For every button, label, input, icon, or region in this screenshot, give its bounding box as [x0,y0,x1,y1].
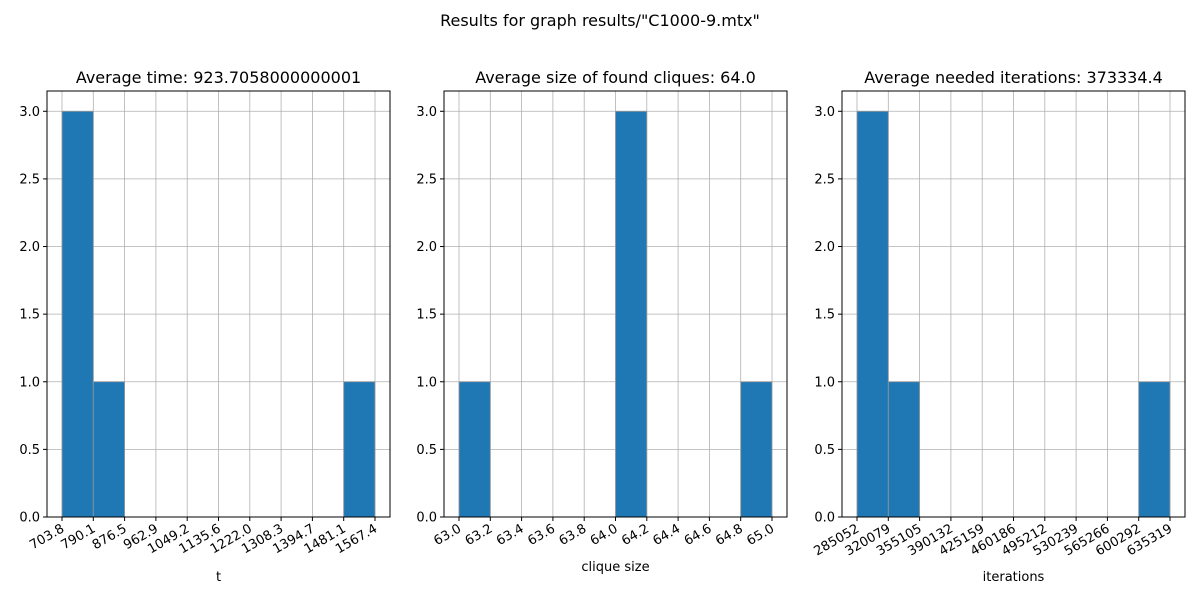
figure-title: Results for graph results/"C1000-9.mtx" [440,11,760,30]
y-tick-label: 1.0 [19,375,40,390]
x-tick-label: 63.0 [431,521,464,548]
y-tick-label: 0.5 [814,443,835,458]
y-tick-label: 0.0 [19,511,40,526]
x-tick-label: 703.8 [27,521,67,553]
y-tick-label: 2.5 [19,172,40,187]
y-tick-label: 3.0 [814,105,835,120]
x-axis-label: clique size [581,560,649,575]
y-tick-label: 0.5 [416,443,437,458]
histogram-bar [740,381,773,518]
histogram-panel-1: 0.00.51.01.52.02.53.0703.8790.1876.5962.… [19,68,391,585]
histogram-bar [61,110,94,518]
y-tick-label: 0.0 [814,511,835,526]
histogram-bar [856,110,889,518]
y-tick-label: 1.5 [814,308,835,323]
histogram-bar [1138,381,1171,518]
x-tick-label: 64.6 [682,521,715,548]
y-tick-label: 2.5 [814,172,835,187]
x-tick-label: 64.0 [588,521,621,548]
y-tick-label: 2.0 [19,240,40,255]
x-tick-label: 876.5 [90,521,130,553]
x-tick-label: 63.2 [463,521,496,548]
x-axis-label: t [216,570,221,585]
x-tick-label: 65.0 [744,521,777,548]
panel-title: Average needed iterations: 373334.4 [864,68,1163,87]
y-tick-label: 2.5 [416,172,437,187]
x-tick-label: 64.8 [713,521,746,548]
histogram-bar [458,381,491,518]
histogram-panel-2: 0.0 0.5 1.0 1.5 2.0 2.5 3.0 63.063.263.463.663.… [416,68,788,575]
y-tick-label: 1.0 [416,375,437,390]
x-tick-label: 64.4 [651,521,684,548]
panel-title: Average size of found cliques: 64.0 [475,68,756,87]
x-tick-label: 790.1 [59,521,99,553]
histogram-bar [887,381,920,518]
y-tick-label: 1.5 [19,308,40,323]
x-axis-label: iterations [983,570,1045,585]
histogram-bar [343,381,376,518]
y-tick-label: 1.5 [416,308,437,323]
x-tick-label: 63.6 [525,521,558,548]
y-tick-label: 2.0 [416,240,437,255]
y-tick-label: 2.0 [814,240,835,255]
histogram-bar [92,381,126,518]
y-tick-label: 3.0 [19,105,40,120]
y-tick-label: 0.0 [416,511,437,526]
histogram-bar [615,110,648,518]
y-tick-label: 3.0 [416,105,437,120]
x-tick-label: 63.8 [557,521,590,548]
y-tick-label: 1.0 [814,375,835,390]
x-tick-label: 64.2 [619,521,652,548]
panel-title: Average time: 923.7058000000001 [76,68,361,87]
y-tick-label: 0.5 [19,443,40,458]
histogram-panel-3: 0.00.51.01.52.02.53.02850523200793551053… [812,68,1186,585]
x-tick-label: 63.4 [494,521,527,548]
